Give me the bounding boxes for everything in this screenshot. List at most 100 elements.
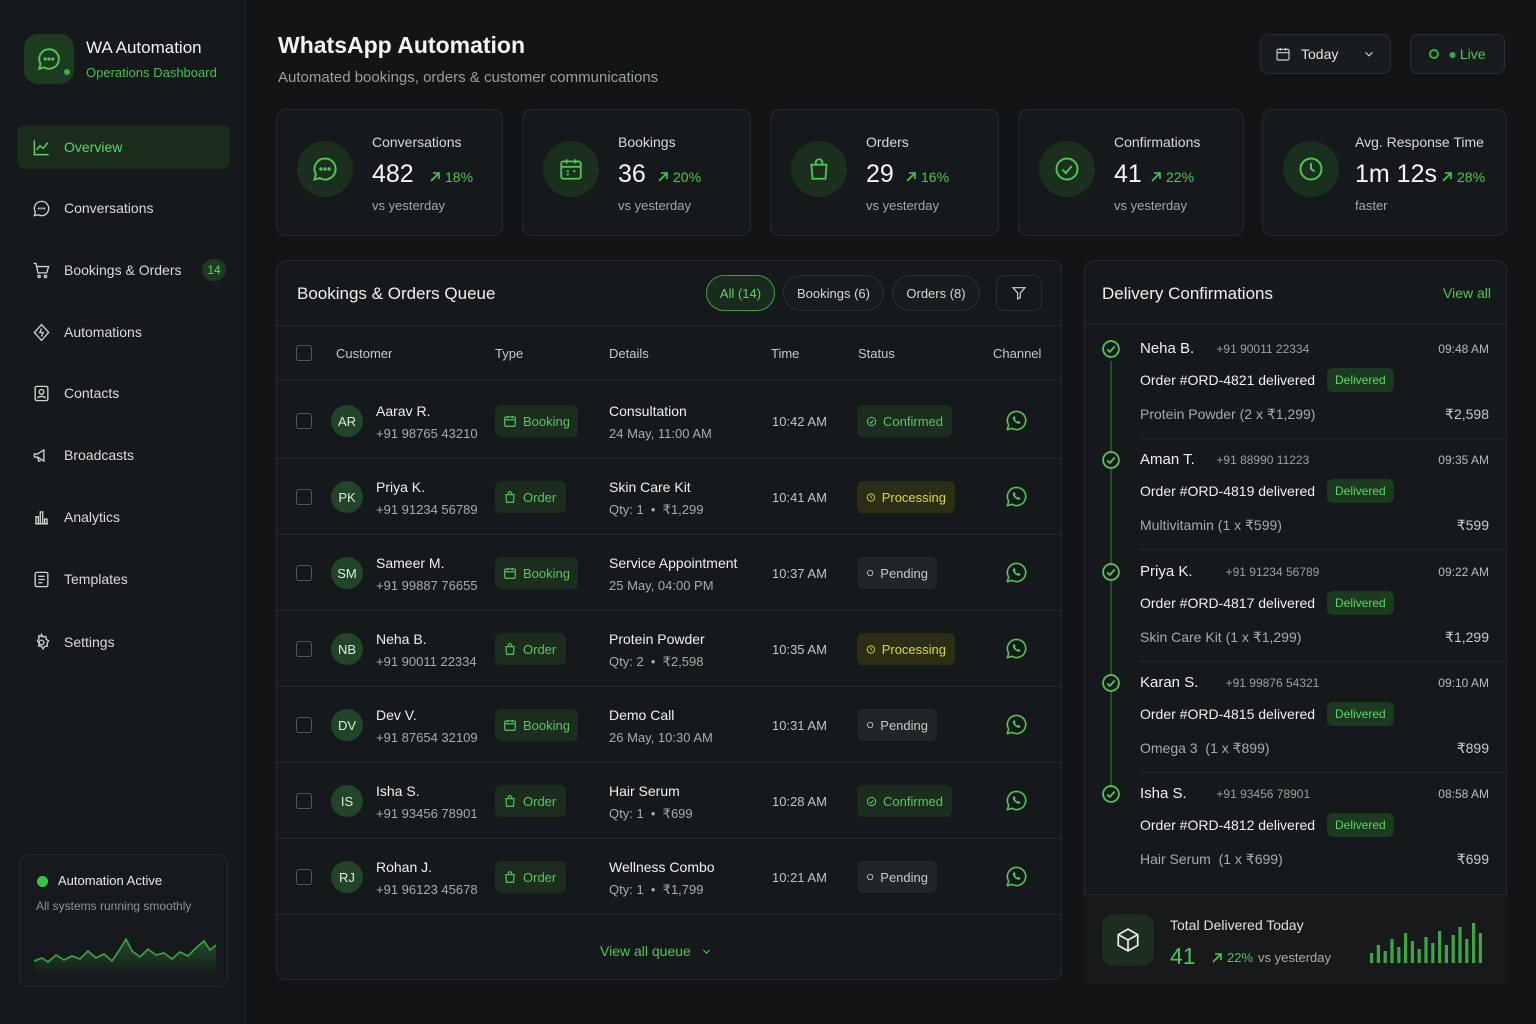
view-all-deliveries-link[interactable]: View all	[1443, 285, 1491, 301]
check-circle-icon	[1101, 450, 1121, 470]
divider	[276, 380, 1061, 381]
column-header-customer[interactable]: Customer	[336, 346, 393, 361]
column-header-status[interactable]: Status	[858, 346, 895, 361]
sidebar-item-label: Conversations	[64, 200, 154, 216]
sidebar-item-contacts[interactable]: Contacts	[17, 371, 230, 415]
row-checkbox[interactable]	[296, 641, 312, 657]
check-circle-icon	[1101, 562, 1121, 582]
delivery-amount: ₹599	[1456, 517, 1489, 534]
brand-title: WA Automation	[86, 38, 202, 57]
type-label: Order	[523, 869, 557, 885]
automation-status-card: Automation Active All systems running sm…	[19, 854, 228, 987]
status-label: Processing	[881, 489, 946, 505]
stat-delta-value: 28%	[1457, 169, 1486, 185]
clock-icon	[866, 492, 875, 502]
row-time: 10:41 AM	[772, 490, 827, 505]
stat-delta: 22%	[1150, 169, 1194, 185]
filter-chip-orders[interactable]: Orders (8)	[892, 275, 980, 311]
clock-icon	[1283, 141, 1339, 197]
column-header-channel[interactable]: Channel	[993, 346, 1042, 361]
row-checkbox[interactable]	[296, 869, 312, 885]
spark-bar	[1458, 927, 1462, 963]
shopping-bag-icon	[505, 491, 515, 503]
whatsapp-icon[interactable]	[1005, 485, 1028, 513]
delivery-customer-name: Neha B.	[1140, 340, 1195, 357]
column-header-type[interactable]: Type	[495, 346, 524, 361]
type-badge: Booking	[495, 709, 578, 741]
package-icon	[1102, 914, 1154, 966]
sidebar-item-broadcasts[interactable]: Broadcasts	[17, 433, 230, 477]
delivery-order: Order #ORD-4812 delivered	[1140, 817, 1316, 833]
delivery-item: Protein Powder (2 x ₹1,299)	[1140, 406, 1316, 422]
table-row[interactable]	[276, 685, 1061, 761]
spark-bar	[1397, 947, 1401, 963]
customer-name: Dev V.	[376, 707, 417, 723]
detail-subtitle: Qty: 2 • ₹2,598	[609, 654, 704, 669]
whatsapp-icon[interactable]	[1005, 561, 1028, 589]
sidebar-item-label: Broadcasts	[64, 447, 135, 463]
table-row[interactable]	[276, 837, 1061, 913]
whatsapp-icon[interactable]	[1005, 637, 1028, 665]
delivery-order: Order #ORD-4821 delivered	[1140, 372, 1316, 388]
stat-foot: vs yesterday	[866, 198, 939, 213]
detail-subtitle: 26 May, 10:30 AM	[609, 730, 713, 745]
customer-phone: +91 96123 45678	[376, 882, 478, 897]
row-checkbox[interactable]	[296, 413, 312, 429]
select-all-checkbox[interactable]	[296, 345, 312, 361]
view-all-queue-link[interactable]: View all queue	[600, 943, 713, 959]
sidebar-item-label: Overview	[64, 139, 123, 155]
filter-chip-bookings[interactable]: Bookings (6)	[783, 275, 884, 311]
row-time: 10:21 AM	[772, 870, 827, 885]
sidebar-item-settings[interactable]: Settings	[17, 620, 230, 664]
row-checkbox[interactable]	[296, 793, 312, 809]
column-header-time[interactable]: Time	[771, 346, 800, 361]
divider	[276, 686, 1061, 687]
table-row[interactable]	[276, 533, 1061, 609]
sidebar-item-automations[interactable]: Automations	[17, 310, 230, 354]
row-checkbox[interactable]	[296, 565, 312, 581]
view-all-queue-label: View all queue	[600, 943, 691, 959]
megaphone-icon	[31, 445, 51, 465]
sidebar-item-bookings-orders[interactable]: Bookings & Orders 14	[17, 248, 230, 292]
detail-subtitle: 25 May, 04:00 PM	[609, 578, 714, 593]
avatar: PK	[331, 481, 363, 513]
row-checkbox[interactable]	[296, 489, 312, 505]
row-time: 10:42 AM	[772, 414, 827, 429]
whatsapp-icon[interactable]	[1005, 409, 1028, 437]
delivery-amount: ₹899	[1456, 739, 1489, 756]
spark-bar	[1444, 945, 1448, 963]
whatsapp-icon[interactable]	[1005, 713, 1028, 741]
spark-bar	[1410, 941, 1414, 963]
sidebar-item-label: Templates	[64, 571, 128, 587]
column-header-details[interactable]: Details	[609, 346, 649, 361]
trend-up-icon	[1442, 172, 1452, 182]
check-circle-icon	[866, 796, 877, 806]
avatar: RJ	[331, 861, 363, 893]
trend-up-icon	[906, 172, 916, 182]
live-toggle-button[interactable]: ● Live	[1410, 34, 1505, 74]
spark-bar	[1370, 953, 1374, 963]
detail-title: Demo Call	[609, 707, 675, 723]
delivery-order: Order #ORD-4817 delivered	[1140, 594, 1316, 611]
stat-value: 482	[372, 160, 414, 188]
status-badge: Pending	[857, 557, 937, 589]
sidebar-item-analytics[interactable]: Analytics	[17, 495, 230, 539]
total-delta: 22% vs yesterday	[1211, 950, 1331, 965]
detail-subtitle: Qty: 1 • ₹699	[609, 806, 693, 821]
sidebar-item-templates[interactable]: Templates	[17, 557, 230, 601]
date-filter-value: Today	[1301, 46, 1339, 62]
stat-value: 41	[1114, 160, 1142, 188]
sidebar-item-overview[interactable]: Overview	[17, 125, 230, 169]
queue-title: Bookings & Orders Queue	[297, 284, 496, 303]
date-filter-dropdown[interactable]: Today	[1260, 34, 1391, 74]
filter-button[interactable]	[996, 275, 1042, 311]
row-time: 10:31 AM	[772, 718, 827, 733]
sidebar-item-conversations[interactable]: Conversations	[17, 186, 230, 230]
row-checkbox[interactable]	[296, 717, 312, 733]
whatsapp-icon[interactable]	[1005, 789, 1028, 817]
avatar: DV	[331, 709, 363, 741]
filter-chip-all[interactable]: All (14)	[706, 275, 775, 311]
type-badge: Order	[495, 481, 566, 513]
shopping-bag-icon	[791, 141, 847, 197]
whatsapp-icon[interactable]	[1005, 865, 1028, 893]
